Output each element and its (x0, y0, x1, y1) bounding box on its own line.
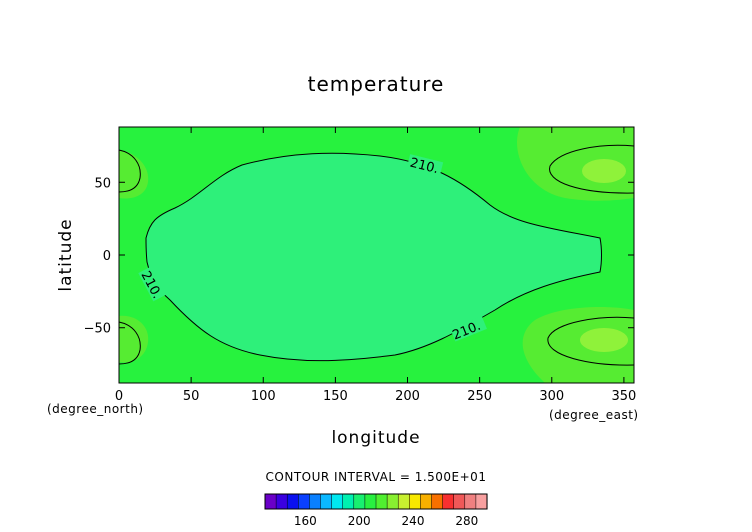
x-tick-label: 350 (611, 389, 636, 404)
y-axis-unit: (degree_north) (47, 402, 144, 416)
colorbar-swatch (464, 493, 477, 510)
contour-label-bg-top (406, 154, 444, 176)
x-axis-label: longitude (331, 428, 420, 448)
contour-line-210 (145, 152, 602, 362)
colorbar-swatch (386, 493, 399, 510)
colorbar-swatch (442, 493, 455, 510)
contour-label-bg-bottom (450, 315, 487, 342)
contour-line-225-southwest (118, 321, 141, 365)
colorbar-tick-label: 240 (402, 514, 425, 528)
chart-title: temperature (308, 72, 445, 96)
polar-patch-southwest (119, 315, 149, 363)
x-tick-label: 0 (115, 389, 123, 404)
interior-region (146, 153, 602, 361)
x-tick-label: 250 (467, 389, 492, 404)
colorbar-swatch (397, 493, 410, 510)
colorbar-tick-label: 160 (294, 514, 317, 528)
y-tick-label: 50 (94, 176, 111, 191)
contour-line-225-southeast (547, 316, 635, 366)
colorbar-swatch (364, 493, 377, 510)
contour-label-bg-left (138, 266, 166, 302)
colorbar-swatch (431, 493, 444, 510)
colorbar-tick-label: 200 (348, 514, 371, 528)
colorbar-swatch (353, 493, 366, 510)
colorbar-swatch (375, 493, 388, 510)
colorbar-ticks: 160 200 240 280 (294, 514, 478, 528)
colorbar (264, 493, 488, 510)
x-axis: 0 50 100 150 200 250 300 350 (115, 127, 636, 404)
colorbar-swatch (264, 493, 277, 510)
contour-label-top: 210. (408, 156, 440, 178)
polar-patch-northwest (119, 150, 149, 199)
colorbar-swatch (286, 493, 299, 510)
y-axis: −50 0 50 (84, 176, 634, 337)
colorbar-swatch (331, 493, 344, 510)
x-tick-label: 50 (183, 389, 200, 404)
contour-interval-label: CONTOUR INTERVAL = 1.500E+01 (266, 470, 487, 484)
colorbar-swatch (309, 493, 322, 510)
colorbar-tick-label: 280 (455, 514, 478, 528)
polar-core-northeast (582, 159, 626, 183)
contour-line-225-northwest (118, 149, 141, 193)
colorbar-swatch (320, 493, 333, 510)
colorbar-swatch (453, 493, 466, 510)
x-tick-label: 200 (395, 389, 420, 404)
y-tick-label: 0 (103, 249, 111, 264)
colorbar-swatch (409, 493, 421, 510)
colorbar-swatch (475, 493, 488, 510)
colorbar-swatch (298, 493, 310, 510)
x-tick-label: 300 (539, 389, 564, 404)
x-tick-label: 100 (251, 389, 276, 404)
plot-area: 210. 210. 210. (118, 126, 635, 384)
y-axis-label: latitude (56, 218, 76, 291)
x-tick-label: 150 (323, 389, 348, 404)
colorbar-swatch (420, 493, 433, 510)
y-tick-label: −50 (84, 322, 111, 337)
x-axis-unit: (degree_east) (549, 408, 639, 422)
colorbar-frame (264, 493, 488, 510)
colorbar-swatch (342, 493, 355, 510)
contour-line-225-northeast (549, 144, 635, 194)
polar-core-southeast (580, 328, 628, 352)
colorbar-swatch (275, 493, 288, 510)
